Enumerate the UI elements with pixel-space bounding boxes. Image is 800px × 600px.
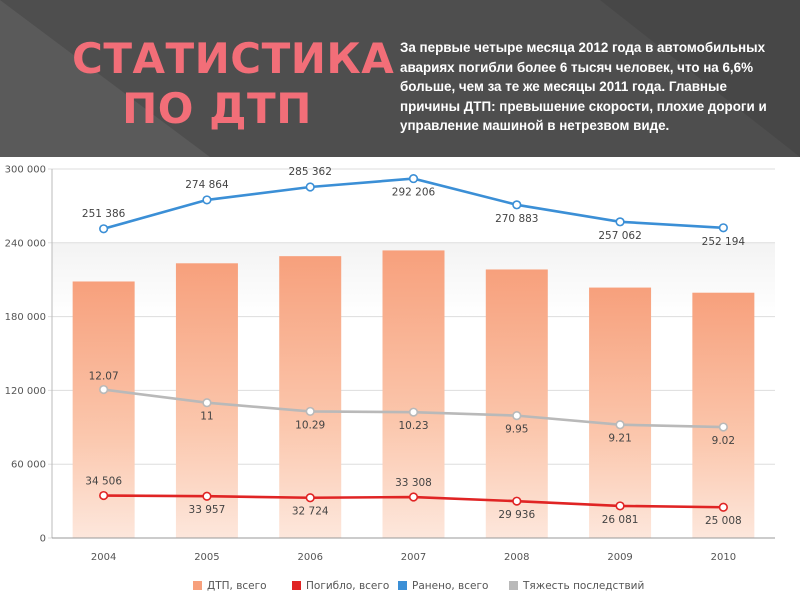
legend-label: ДТП, всего — [207, 580, 267, 592]
y-tick-label: 300 000 — [5, 165, 46, 176]
point-injured — [512, 200, 522, 210]
bar-accidents — [279, 256, 342, 538]
point-severity — [512, 411, 522, 421]
point-severity — [305, 406, 315, 417]
point-severity — [615, 420, 625, 430]
title-line-2: по ДТП — [122, 84, 312, 133]
legend-swatch — [509, 581, 518, 590]
x-tick-label: 2006 — [297, 552, 322, 563]
y-tick-label: 120 000 — [5, 386, 46, 397]
legend-label: Ранено, всего — [412, 580, 488, 592]
title-line-1: Статистика — [72, 34, 395, 83]
x-tick-label: 2007 — [401, 552, 426, 563]
legend-label: Погибло, всего — [306, 580, 389, 592]
legend-swatch — [193, 581, 202, 590]
data-label-injured: 274 864 — [185, 179, 229, 191]
data-label-severity: 10.29 — [295, 419, 325, 431]
page-title: Статистика по ДТП — [72, 34, 395, 134]
point-severity — [718, 422, 728, 432]
data-label-injured: 292 206 — [392, 187, 436, 199]
x-tick-label: 2005 — [194, 552, 219, 563]
point-injured — [408, 173, 419, 184]
data-label-killed: 29 936 — [498, 509, 535, 521]
x-tick-label: 2004 — [91, 552, 116, 563]
point-killed — [305, 493, 315, 503]
bar-accidents — [692, 292, 755, 538]
bar-accidents — [382, 250, 445, 539]
bar-accidents — [485, 269, 548, 538]
point-killed — [718, 502, 728, 512]
data-label-injured: 257 062 — [598, 230, 641, 242]
data-label-injured: 252 194 — [702, 236, 746, 248]
point-killed — [408, 492, 419, 502]
data-label-severity: 11 — [200, 411, 213, 423]
description-text: За первые четыре месяца 2012 года в авто… — [400, 40, 767, 133]
point-injured — [202, 195, 212, 205]
data-label-severity: 9.21 — [608, 433, 631, 445]
data-label-severity: 9.95 — [505, 424, 528, 436]
data-label-killed: 32 724 — [292, 506, 329, 518]
data-label-severity: 9.02 — [712, 435, 735, 447]
data-label-severity: 10.23 — [398, 420, 428, 432]
point-killed — [512, 496, 522, 506]
data-label-killed: 33 308 — [395, 477, 432, 489]
point-injured — [305, 182, 315, 192]
y-tick-label: 0 — [40, 534, 46, 545]
data-label-killed: 25 008 — [705, 515, 742, 527]
point-severity — [202, 398, 212, 408]
legend-swatch — [398, 581, 407, 590]
point-severity — [99, 384, 109, 395]
data-label-severity: 12.07 — [89, 371, 119, 383]
y-tick-label: 240 000 — [5, 238, 46, 249]
y-tick-label: 180 000 — [5, 312, 46, 323]
header-decoration — [0, 0, 800, 157]
x-tick-label: 2009 — [607, 552, 632, 563]
accident-statistics-chart: 251 386 274 864 285 362 292 206 270 883 257 0… — [5, 165, 775, 592]
data-label-injured: 285 362 — [289, 166, 332, 178]
x-tick-label: 2008 — [504, 552, 529, 563]
data-label-killed: 33 957 — [189, 504, 226, 516]
point-injured — [615, 217, 625, 227]
point-killed — [615, 501, 625, 511]
legend-swatch — [292, 581, 301, 590]
point-injured — [718, 223, 728, 233]
point-killed — [202, 491, 212, 501]
legend-label: Тяжесть последствий — [522, 580, 644, 592]
data-label-injured: 251 386 — [82, 208, 126, 220]
point-injured — [99, 224, 109, 234]
x-tick-label: 2010 — [711, 552, 736, 563]
point-severity — [408, 407, 419, 417]
bar-accidents — [589, 287, 652, 538]
data-label-injured: 270 883 — [495, 213, 538, 225]
point-killed — [99, 490, 109, 501]
data-label-killed: 26 081 — [602, 514, 639, 526]
data-label-killed: 34 506 — [85, 476, 122, 488]
header-band: Статистика по ДТП За первые четыре месяц… — [0, 0, 800, 157]
y-tick-label: 60 000 — [11, 460, 46, 471]
